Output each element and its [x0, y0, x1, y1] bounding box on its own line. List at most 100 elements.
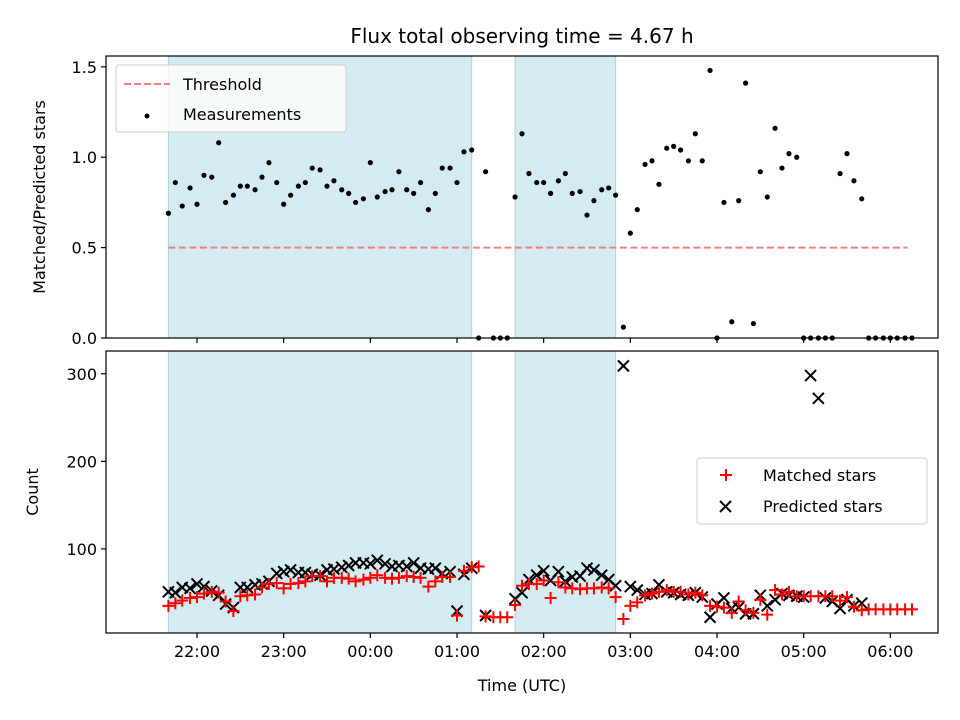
bottom-y-ticks: 100 200 300 — [66, 365, 106, 559]
matched-star-point — [299, 575, 312, 588]
legend-matched-swatch — [720, 469, 732, 481]
x-tick-label: 03:00 — [607, 642, 653, 661]
matched-star-point — [212, 586, 225, 599]
x-tick-label: 01:00 — [434, 642, 480, 661]
predicted-star-point — [364, 557, 377, 571]
legend-matched-label: Matched stars — [763, 466, 876, 485]
measurement-point — [469, 147, 475, 153]
measurement-point — [685, 158, 692, 164]
x-tick-label: 02:00 — [521, 642, 567, 661]
bottom-legend-box — [696, 457, 928, 525]
bottom-y-tick-label: 300 — [66, 365, 97, 384]
matched-star-point — [357, 573, 370, 586]
x-tick-label: 22:00 — [174, 642, 220, 661]
predicted-star-point — [617, 359, 630, 373]
predicted-star-point — [407, 556, 420, 570]
matched-star-point — [227, 605, 240, 618]
matched-star-point — [602, 582, 615, 595]
predicted-star-point — [537, 564, 550, 578]
legend-measurements-swatch — [144, 113, 150, 119]
measurement-point — [288, 192, 294, 198]
predicted-star-point — [609, 579, 622, 592]
measurement-point — [634, 207, 640, 213]
measurement-point — [461, 149, 467, 155]
measurement-point — [209, 174, 215, 180]
matched-star-points — [162, 560, 918, 625]
matched-star-point — [761, 608, 774, 621]
matched-star-point — [696, 589, 709, 602]
measurement-point — [447, 165, 453, 171]
top-y-tick-label: 1.5 — [72, 58, 97, 77]
measurement-point — [317, 167, 323, 173]
matched-star-point — [646, 587, 658, 600]
top-y-tick-label: 1.0 — [72, 148, 97, 167]
measurement-point — [671, 143, 677, 149]
measurement-point — [230, 192, 236, 198]
matched-star-point — [826, 590, 839, 603]
top-plot-frame — [105, 55, 939, 339]
matched-star-point — [451, 609, 463, 622]
matched-star-point — [249, 588, 262, 601]
measurement-point — [764, 194, 770, 200]
matched-star-point — [501, 611, 514, 624]
measurement-point — [599, 187, 605, 193]
matched-star-point — [841, 591, 853, 604]
predicted-star-point — [190, 577, 204, 591]
measurement-point — [302, 179, 308, 186]
matched-star-point — [660, 584, 673, 597]
measurement-point — [627, 230, 633, 236]
top-y-ticks: 0.0 0.5 1.0 1.5 — [72, 58, 106, 348]
measurement-point — [613, 192, 619, 198]
legend-threshold-label: Threshold — [182, 75, 262, 94]
measurement-point — [259, 174, 265, 180]
matched-star-point — [717, 601, 730, 614]
measurement-point — [851, 178, 857, 184]
top-legend: Threshold Measurements — [115, 64, 347, 133]
matched-star-point — [444, 570, 457, 583]
matched-star-point — [321, 575, 333, 588]
measurement-point — [541, 179, 547, 186]
measurement-point — [750, 320, 757, 327]
matched-star-point — [725, 606, 738, 619]
matched-star-point — [219, 595, 232, 608]
measurement-point — [664, 145, 670, 151]
matched-star-point — [530, 577, 543, 590]
predicted-star-point — [703, 611, 717, 624]
measurement-point — [223, 199, 229, 206]
measurement-point — [324, 183, 330, 189]
measurement-point — [274, 179, 280, 186]
predicted-star-point — [595, 568, 608, 582]
panel-top: 0.0 0.5 1.0 1.5 Matched/Predicted stars Thr… — [30, 55, 939, 348]
predicted-star-point — [378, 557, 392, 571]
predicted-star-point — [587, 563, 601, 577]
matched-star-point — [609, 591, 622, 604]
matched-star-point — [371, 569, 384, 582]
measurement-point — [389, 187, 395, 193]
bottom-shaded-intervals — [167, 350, 617, 634]
legend-predicted-label: Predicted stars — [763, 497, 883, 516]
measurement-point — [794, 154, 800, 160]
matched-star-point — [674, 585, 687, 598]
measurement-point — [692, 131, 698, 137]
predicted-star-point — [342, 559, 355, 572]
predicted-star-point — [400, 560, 413, 573]
matched-star-point — [682, 588, 695, 601]
matched-star-point — [544, 591, 557, 604]
predicted-star-point — [241, 581, 254, 594]
top-legend-box — [115, 64, 347, 133]
matched-star-point — [537, 574, 550, 587]
measurement-point — [439, 165, 445, 171]
matched-star-point — [414, 571, 427, 584]
measurement-point — [591, 198, 597, 204]
matched-star-point — [639, 589, 652, 602]
measurement-point — [194, 201, 200, 207]
predicted-star-point — [284, 563, 297, 577]
measurement-point — [786, 151, 792, 157]
x-axis-label: Time (UTC) — [477, 676, 566, 695]
matched-star-point — [631, 596, 644, 609]
matched-star-point — [422, 580, 435, 593]
matched-star-point — [392, 571, 405, 584]
legend-predicted-swatch — [719, 500, 732, 513]
measurement-point — [534, 179, 540, 186]
bottom-legend: Matched stars Predicted stars — [696, 457, 928, 525]
